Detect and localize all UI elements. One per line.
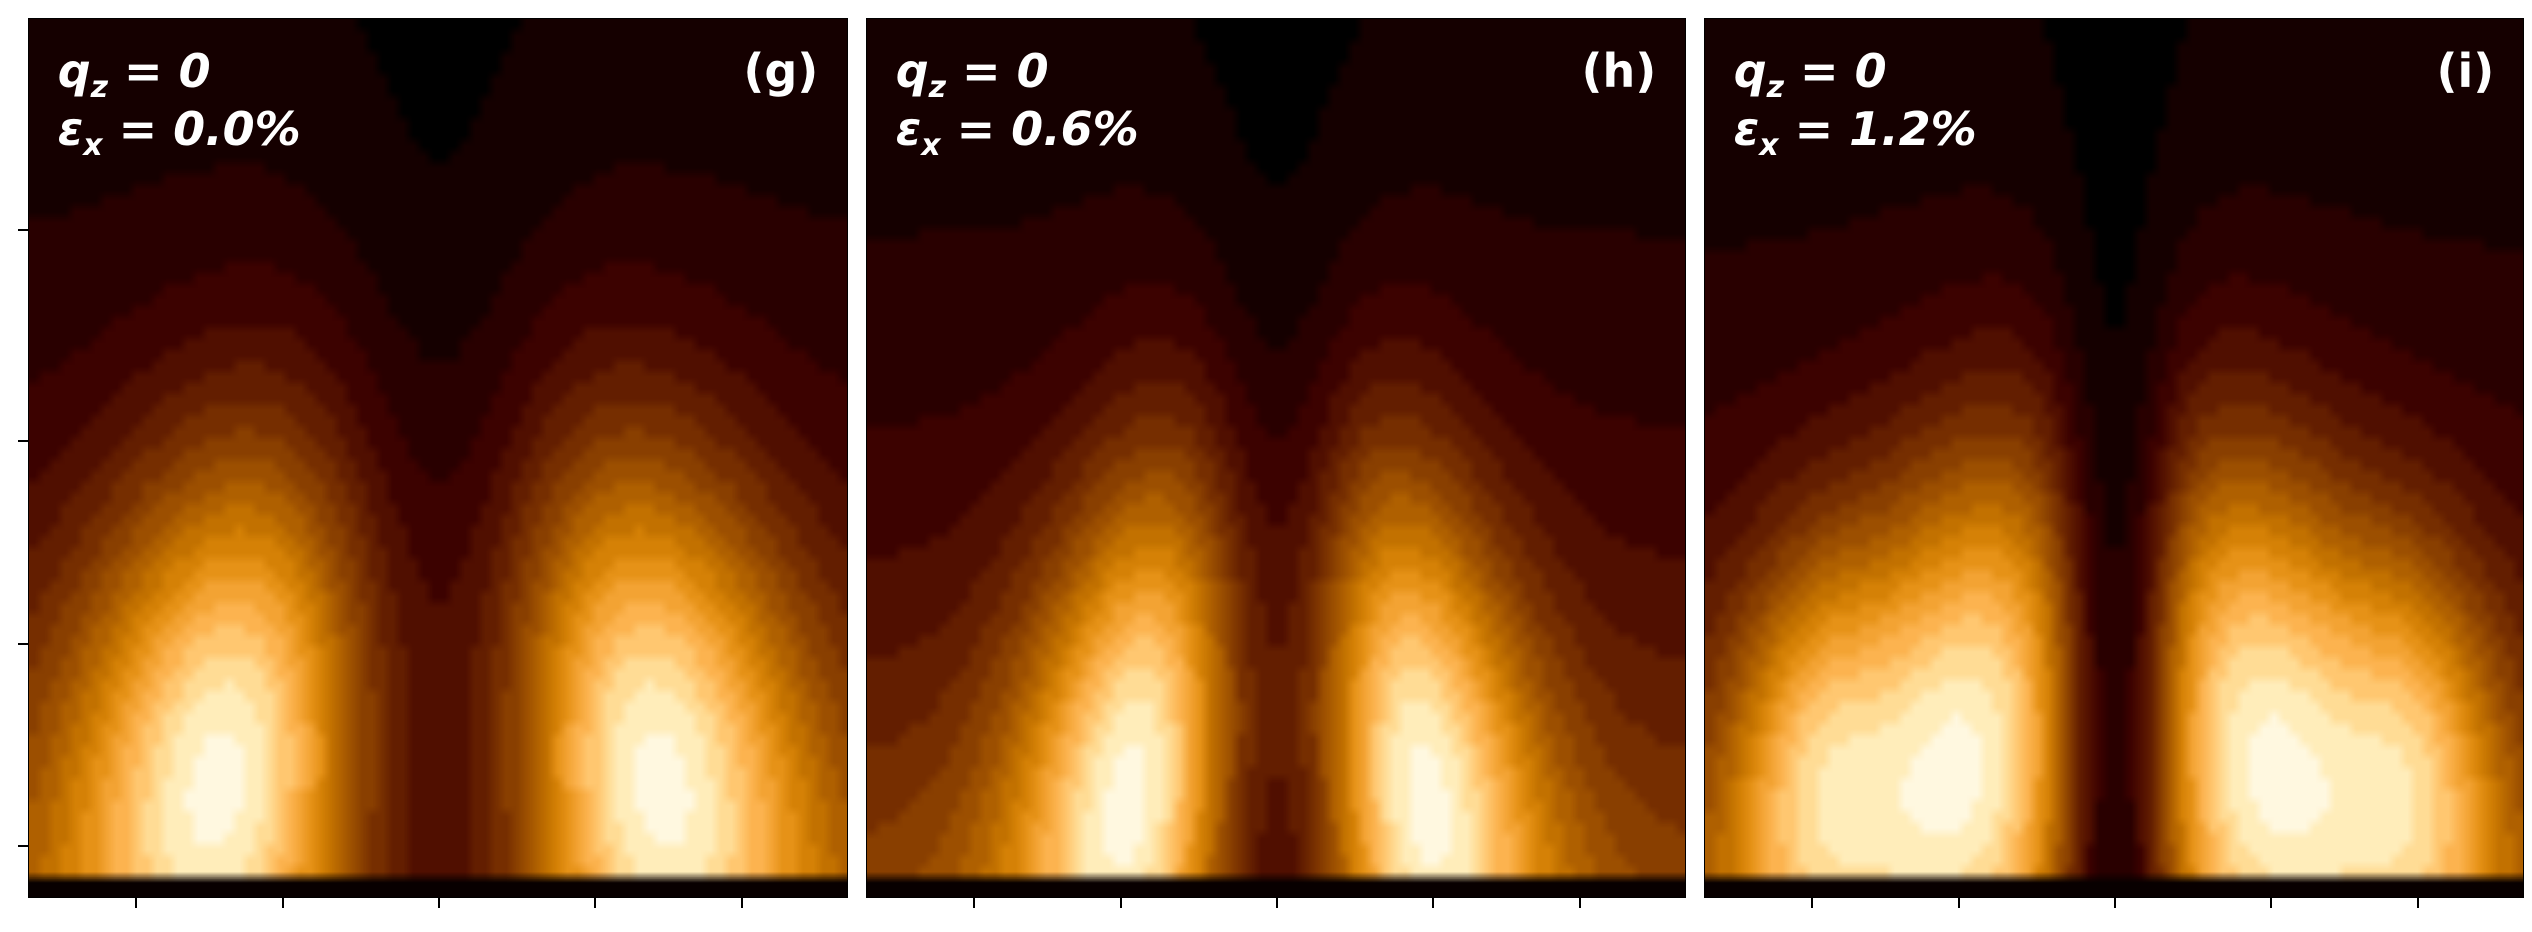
- heatmap-panel: qz = 0εx = 0.0% (g): [28, 18, 848, 898]
- annotation-qz: qz = 0: [896, 45, 1049, 106]
- annotation-strain: εx = 0.0%: [58, 103, 301, 164]
- x-tick: [438, 898, 440, 908]
- y-tick: [18, 643, 28, 645]
- x-tick: [741, 898, 743, 908]
- panel-g: qz = 0εx = 0.0% (g): [28, 18, 848, 898]
- heatmap-panel: qz = 0εx = 1.2% (i): [1704, 18, 2524, 898]
- heatmap-panel: qz = 0εx = 0.6% (h): [866, 18, 1686, 898]
- annotation-strain: εx = 0.6%: [896, 103, 1139, 164]
- x-tick: [2270, 898, 2272, 908]
- panel-i: qz = 0εx = 1.2% (i): [1704, 18, 2524, 898]
- y-tick: [18, 229, 28, 231]
- x-tick: [2114, 898, 2116, 908]
- annotation-strain: εx = 1.2%: [1734, 103, 1977, 164]
- panel-letter: (g): [743, 45, 818, 98]
- y-tick: [18, 845, 28, 847]
- panel-letter: (h): [1582, 45, 1657, 98]
- x-tick: [1432, 898, 1434, 908]
- x-tick: [1120, 898, 1122, 908]
- panel-letter: (i): [2436, 45, 2494, 98]
- figure-row: qz = 0εx = 0.0%(g)qz = 0εx = 0.6%(h)qz =…: [8, 10, 2524, 898]
- x-tick: [594, 898, 596, 908]
- x-tick: [2417, 898, 2419, 908]
- annotation-qz: qz = 0: [58, 45, 211, 106]
- x-tick: [282, 898, 284, 908]
- y-tick: [18, 440, 28, 442]
- x-tick: [1579, 898, 1581, 908]
- panel-h: qz = 0εx = 0.6% (h): [866, 18, 1686, 898]
- x-tick: [135, 898, 137, 908]
- x-tick: [1958, 898, 1960, 908]
- annotation-qz: qz = 0: [1734, 45, 1887, 106]
- x-tick: [973, 898, 975, 908]
- x-tick: [1276, 898, 1278, 908]
- x-tick: [1811, 898, 1813, 908]
